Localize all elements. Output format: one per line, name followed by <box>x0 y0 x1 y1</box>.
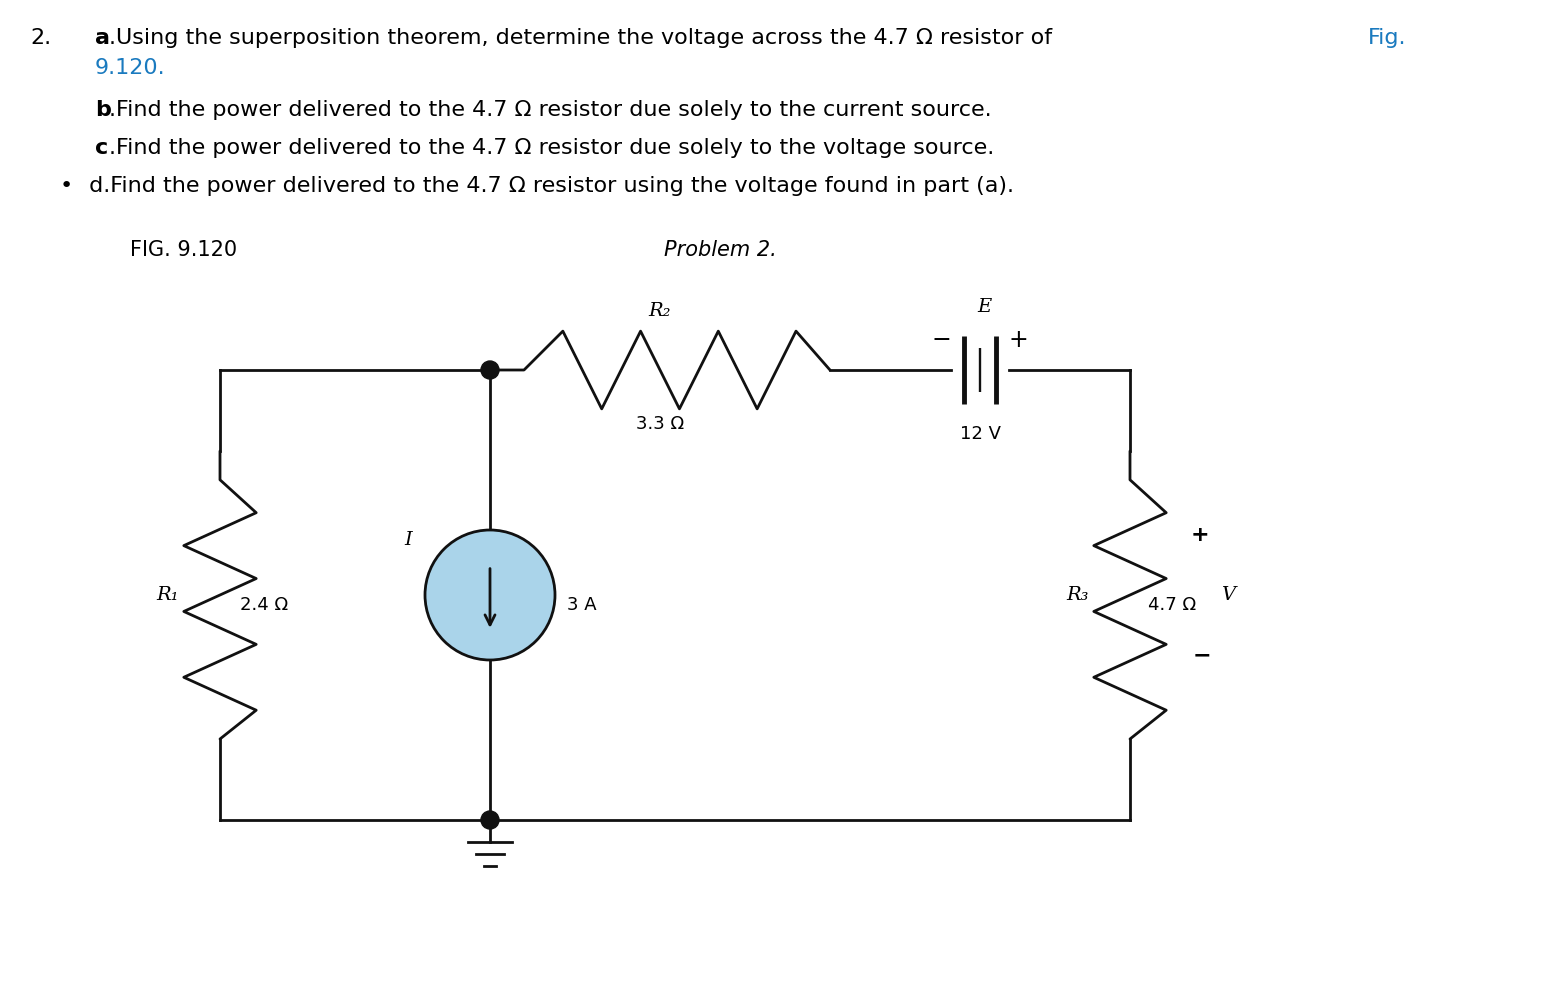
Text: +: + <box>1009 328 1028 352</box>
Text: 4.7 Ω: 4.7 Ω <box>1149 596 1197 614</box>
Text: 9.120.: 9.120. <box>95 58 166 78</box>
Circle shape <box>480 811 499 829</box>
Text: 2.4 Ω: 2.4 Ω <box>240 596 288 614</box>
Text: Problem 2.: Problem 2. <box>663 240 777 260</box>
Text: .Find the power delivered to the 4.7 Ω resistor due solely to the current source: .Find the power delivered to the 4.7 Ω r… <box>109 100 992 120</box>
Text: R₂: R₂ <box>649 302 671 320</box>
Circle shape <box>425 530 555 660</box>
Text: 3.3 Ω: 3.3 Ω <box>636 415 684 433</box>
Text: +: + <box>1190 525 1209 545</box>
Text: d.Find the power delivered to the 4.7 Ω resistor using the voltage found in part: d.Find the power delivered to the 4.7 Ω … <box>82 176 1014 196</box>
Text: −: − <box>1192 645 1211 665</box>
Text: Fig.: Fig. <box>1369 28 1406 48</box>
Text: E: E <box>976 298 990 316</box>
Text: −: − <box>932 328 952 352</box>
Text: .Using the superposition theorem, determine the voltage across the 4.7 Ω resisto: .Using the superposition theorem, determ… <box>109 28 1059 48</box>
Text: I: I <box>405 531 412 549</box>
Text: V: V <box>1221 586 1235 604</box>
Text: R₃: R₃ <box>1066 586 1090 604</box>
Text: 3 A: 3 A <box>567 596 597 614</box>
Text: b: b <box>95 100 112 120</box>
Text: 12 V: 12 V <box>959 425 1000 443</box>
Text: c: c <box>95 138 109 158</box>
Circle shape <box>480 361 499 379</box>
Text: a: a <box>95 28 110 48</box>
Text: •: • <box>60 176 73 196</box>
Text: FIG. 9.120: FIG. 9.120 <box>130 240 237 260</box>
Text: .Find the power delivered to the 4.7 Ω resistor due solely to the voltage source: .Find the power delivered to the 4.7 Ω r… <box>109 138 994 158</box>
Text: R₁: R₁ <box>157 586 180 604</box>
Text: 2.: 2. <box>29 28 51 48</box>
